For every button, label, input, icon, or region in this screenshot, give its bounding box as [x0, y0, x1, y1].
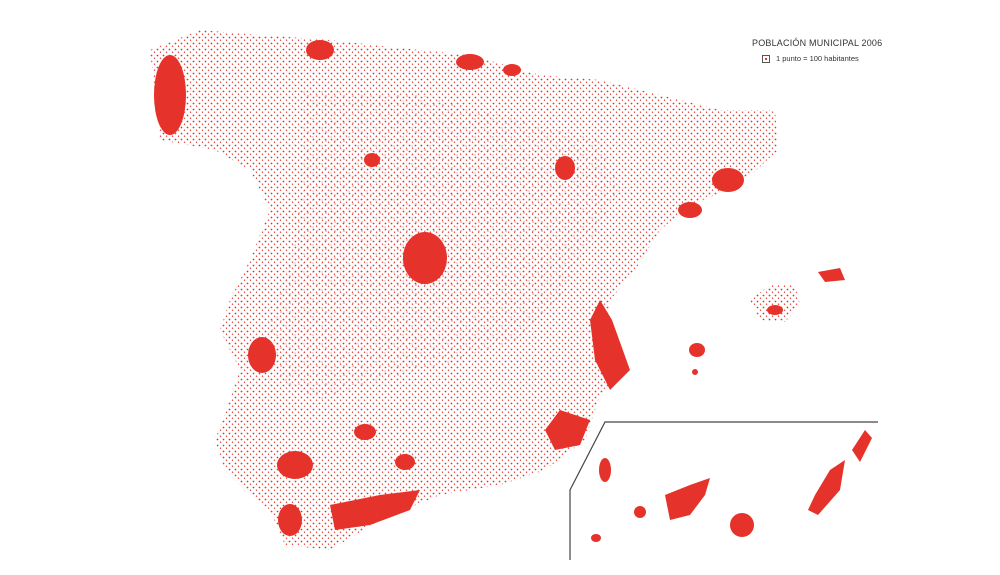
- dot-swatch-icon: [762, 54, 770, 63]
- galicia-coast: [154, 55, 186, 135]
- cadiz-area: [278, 504, 302, 536]
- madrid-area: [403, 232, 447, 284]
- canary-islands: [591, 430, 872, 542]
- legend-title: POBLACIÓN MUNICIPAL 2006: [752, 38, 883, 48]
- formentera: [692, 369, 698, 375]
- tenerife: [665, 478, 710, 520]
- lanzarote: [852, 430, 872, 462]
- canary-inset-frame: [569, 421, 878, 560]
- menorca: [818, 268, 845, 282]
- mallorca: [750, 285, 800, 322]
- seville-area: [277, 451, 313, 479]
- la-palma: [599, 458, 611, 482]
- peninsula-region: [150, 30, 778, 550]
- donostia-area: [503, 64, 521, 76]
- gran-canaria: [730, 513, 754, 537]
- el-hierro: [591, 534, 601, 542]
- ibiza: [689, 343, 705, 357]
- zaragoza-area: [555, 156, 575, 180]
- tarragona-coast: [678, 202, 702, 218]
- asturias-area: [306, 40, 334, 60]
- fuerteventura: [808, 460, 845, 515]
- barcelona-area: [712, 168, 744, 192]
- map-legend: POBLACIÓN MUNICIPAL 2006 1 punto = 100 h…: [752, 38, 883, 63]
- legend-scale-text: 1 punto = 100 habitantes: [776, 54, 859, 63]
- balearic-islands: [689, 268, 845, 375]
- valencia-coast: [590, 300, 630, 390]
- cordoba-area: [354, 424, 376, 440]
- granada-area: [395, 454, 415, 470]
- malaga-coast: [330, 490, 420, 530]
- palma-area: [767, 305, 783, 315]
- la-gomera: [634, 506, 646, 518]
- bilbao-area: [456, 54, 484, 70]
- legend-scale-row: 1 punto = 100 habitantes: [762, 54, 859, 63]
- valladolid-area: [364, 153, 380, 167]
- alicante-murcia-coast: [545, 410, 590, 450]
- urban-areas: [154, 40, 744, 536]
- peninsula-fill-light: [270, 90, 620, 400]
- extremadura-area: [248, 337, 276, 373]
